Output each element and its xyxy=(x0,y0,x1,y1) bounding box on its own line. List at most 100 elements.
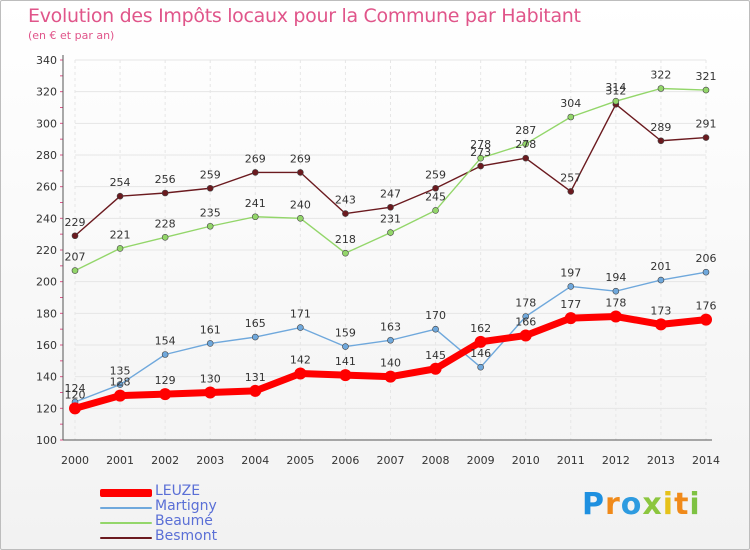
x-tick-label: 2002 xyxy=(151,454,179,467)
data-label-beaum: 218 xyxy=(335,233,356,246)
data-label-beaum: 228 xyxy=(155,217,176,230)
legend-swatch-beaume xyxy=(100,522,152,524)
x-tick-label: 2013 xyxy=(647,454,675,467)
data-point-besmont xyxy=(161,189,169,197)
data-point-beaum xyxy=(432,207,439,214)
data-point-martigny xyxy=(251,333,259,341)
data-point-besmont xyxy=(71,232,79,240)
x-tick-label: 2014 xyxy=(692,454,720,467)
x-tick-label: 2011 xyxy=(557,454,585,467)
x-tick-label: 2009 xyxy=(467,454,495,467)
data-point-beaum xyxy=(251,213,259,221)
data-label-martigny: 206 xyxy=(696,252,717,265)
data-label-leuze: 120 xyxy=(65,388,86,401)
data-point-besmont xyxy=(206,184,214,192)
legend-item-martigny: Martigny xyxy=(100,498,320,516)
data-label-leuze: 162 xyxy=(470,322,491,335)
legend-label-beaume: Beaumé xyxy=(155,513,213,529)
data-point-leuze xyxy=(474,335,487,348)
legend-item-besmont: Besmont xyxy=(100,528,320,546)
data-label-martigny: 159 xyxy=(335,327,356,340)
data-point-beaum xyxy=(567,113,575,121)
y-tick-label: 160 xyxy=(36,339,57,352)
data-point-martigny xyxy=(297,324,304,331)
y-tick-label: 100 xyxy=(36,434,57,447)
data-label-beaum: 314 xyxy=(605,81,626,94)
data-point-beaum xyxy=(161,234,169,241)
data-point-besmont xyxy=(297,169,304,176)
data-label-martigny: 165 xyxy=(245,317,266,330)
data-label-besmont: 257 xyxy=(560,171,581,184)
data-label-besmont: 289 xyxy=(650,121,671,134)
y-tick-label: 200 xyxy=(36,276,57,289)
data-label-besmont: 269 xyxy=(245,152,266,165)
data-label-besmont: 256 xyxy=(155,173,176,186)
legend-swatch-leuze xyxy=(100,489,152,497)
y-tick-label: 180 xyxy=(36,307,57,320)
legend-item-beaume: Beaumé xyxy=(100,513,320,531)
data-label-besmont: 247 xyxy=(380,187,401,200)
data-point-leuze xyxy=(69,402,81,415)
data-label-besmont: 259 xyxy=(200,168,221,181)
data-point-leuze xyxy=(249,384,262,397)
data-label-besmont: 259 xyxy=(425,168,446,181)
data-label-leuze: 128 xyxy=(110,376,131,389)
data-label-beaum: 207 xyxy=(65,251,86,264)
y-tick-label: 140 xyxy=(36,371,57,384)
data-point-besmont xyxy=(432,184,439,192)
data-label-besmont: 291 xyxy=(696,118,717,131)
logo-letter: P xyxy=(582,487,605,522)
chart-subtitle: (en € et par an) xyxy=(28,29,115,42)
data-label-martigny: 201 xyxy=(650,260,671,273)
data-point-besmont xyxy=(342,210,349,217)
data-point-beaum xyxy=(657,85,665,92)
data-label-martigny: 197 xyxy=(560,266,581,279)
data-point-beaum xyxy=(342,249,349,257)
data-label-leuze: 131 xyxy=(245,371,266,384)
y-tick-label: 120 xyxy=(36,402,57,415)
data-point-leuze xyxy=(564,312,577,325)
data-point-leuze xyxy=(114,389,127,402)
data-label-besmont: 273 xyxy=(470,146,491,159)
data-label-martigny: 161 xyxy=(200,323,221,336)
legend-item-leuze: LEUZE xyxy=(100,483,320,501)
y-tick-label: 340 xyxy=(36,54,57,67)
logo-letter: o xyxy=(620,487,643,522)
data-point-beaum xyxy=(297,215,304,222)
data-label-beaum: 235 xyxy=(200,206,221,219)
data-point-beaum xyxy=(116,245,124,252)
data-label-besmont: 254 xyxy=(110,176,131,189)
data-label-martigny: 146 xyxy=(470,347,491,360)
data-point-besmont xyxy=(251,169,259,176)
data-label-leuze: 140 xyxy=(380,357,401,370)
data-label-leuze: 129 xyxy=(155,374,176,387)
legend-swatch-martigny xyxy=(100,507,152,509)
data-label-leuze: 176 xyxy=(696,300,717,313)
data-point-besmont xyxy=(477,162,484,170)
data-point-beaum xyxy=(612,97,620,105)
data-point-martigny xyxy=(477,363,484,371)
data-label-beaum: 240 xyxy=(290,198,311,211)
x-tick-label: 2004 xyxy=(241,454,269,467)
data-label-martigny: 170 xyxy=(425,309,446,322)
data-point-leuze xyxy=(519,329,532,342)
logo-letter: r xyxy=(605,487,621,522)
logo-letter: i xyxy=(662,487,675,522)
data-point-leuze xyxy=(159,388,172,401)
data-label-beaum: 321 xyxy=(696,70,717,83)
data-label-beaum: 304 xyxy=(560,97,581,110)
proxiti-logo: Proxiti xyxy=(582,487,701,522)
x-tick-label: 2005 xyxy=(286,454,314,467)
x-tick-label: 2006 xyxy=(331,454,359,467)
data-point-leuze xyxy=(294,367,307,380)
data-label-besmont: 243 xyxy=(335,194,356,207)
data-label-beaum: 221 xyxy=(110,228,131,241)
data-point-leuze xyxy=(700,313,712,326)
data-point-martigny xyxy=(432,325,439,333)
data-point-besmont xyxy=(702,134,710,141)
data-label-beaum: 278 xyxy=(470,138,491,151)
chart-title: Evolution des Impôts locaux pour la Comm… xyxy=(28,5,581,27)
x-tick-label: 2012 xyxy=(602,454,630,467)
data-point-besmont xyxy=(522,154,530,162)
